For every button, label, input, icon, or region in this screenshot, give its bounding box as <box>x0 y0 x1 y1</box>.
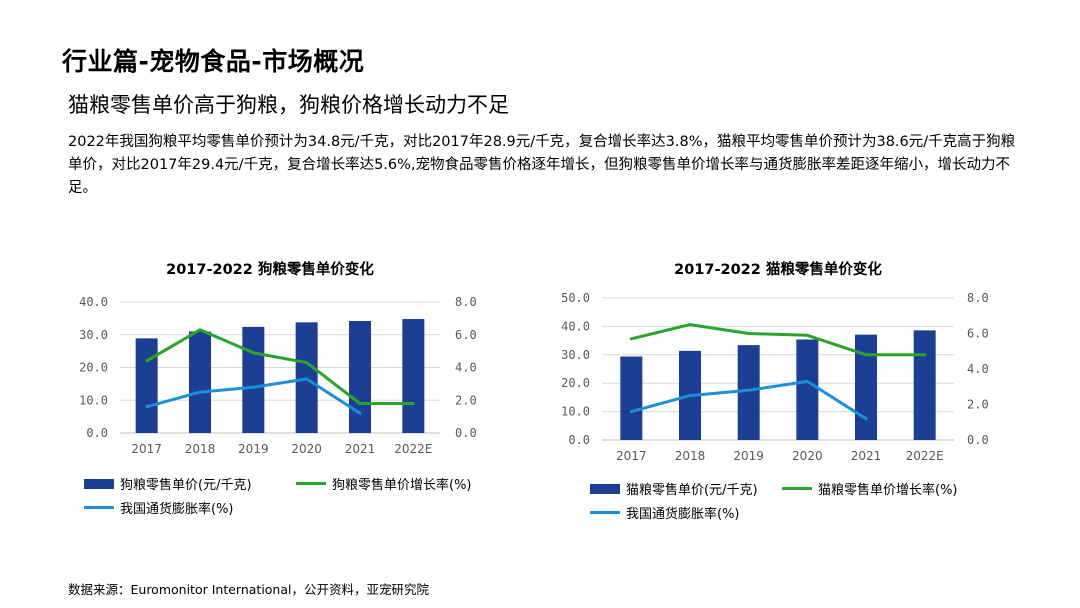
legend-item-dog-price: 狗粮零售单价(元/千克) <box>84 474 252 493</box>
x-tick-label: 2018 <box>185 442 216 456</box>
cat-food-chart-svg: 2017-2022 猫粮零售单价变化 0.0 10.0 20.0 30.0 40.0 50.… <box>561 260 989 463</box>
bar <box>135 338 158 433</box>
summary-text: 2022年我国狗粮平均零售单价预计为34.8元/千克，对比2017年28.9元/… <box>68 134 1016 196</box>
y-tick-label: 0.0 <box>86 426 108 440</box>
legend-swatch-line <box>296 482 326 485</box>
bar <box>242 326 265 433</box>
bar <box>737 345 760 440</box>
bar <box>189 331 211 433</box>
x-tick-label: 2019 <box>238 442 269 456</box>
legend-item-dog-growth: 狗粮零售单价增长率(%) <box>296 474 472 493</box>
legend-swatch-line <box>84 506 114 509</box>
x-tick-label: 2019 <box>733 449 764 463</box>
growth-rate-line <box>145 328 415 405</box>
bar <box>620 356 643 440</box>
page-subtitle: 猫粮零售单价高于狗粮，狗粮价格增长动力不足 <box>68 93 509 117</box>
bar <box>796 339 819 440</box>
x-tick-label: 2020 <box>291 442 322 456</box>
x-tick-label: 2017 <box>616 449 647 463</box>
bar <box>913 330 936 440</box>
chart-title: 2017-2022 猫粮零售单价变化 <box>674 260 882 278</box>
bar <box>855 334 877 440</box>
x-tick-label: 2017 <box>131 442 162 456</box>
legend-label: 猫粮零售单价增长率(%) <box>818 483 958 498</box>
y-tick-label: 50.0 <box>561 291 590 305</box>
legend-label: 我国通货膨胀率(%) <box>120 502 234 517</box>
y2-tick-label: 4.0 <box>967 362 989 376</box>
data-source: 数据来源：Euromonitor International，公开资料，亚宠研究… <box>68 582 429 597</box>
cat-food-chart: 2017-2022 猫粮零售单价变化 0.0 10.0 20.0 30.0 40.0 50.… <box>546 250 1016 470</box>
y-tick-label: 20.0 <box>79 361 108 375</box>
dog-food-chart: 2017-2022 狗粮零售单价变化 0.0 10.0 20.0 30.0 40.0 0.0… <box>40 250 500 470</box>
y-tick-label: 30.0 <box>561 348 590 362</box>
y-tick-label: 10.0 <box>79 393 108 407</box>
y2-tick-label: 6.0 <box>967 327 989 341</box>
legend-swatch-line <box>590 511 620 514</box>
y2-tick-label: 2.0 <box>967 398 989 412</box>
y2-tick-label: 0.0 <box>967 433 989 447</box>
legend-item-cat-inflation: 我国通货膨胀率(%) <box>590 503 740 522</box>
legend-label: 狗粮零售单价(元/千克) <box>120 478 252 493</box>
dog-food-chart-svg: 2017-2022 狗粮零售单价变化 0.0 10.0 20.0 30.0 40.0 0.0… <box>79 260 477 456</box>
y-tick-label: 0.0 <box>568 433 590 447</box>
inflation-rate-line <box>629 379 868 421</box>
legend-swatch-line <box>782 487 812 490</box>
bar <box>402 319 425 433</box>
legend-swatch-bar <box>590 483 620 494</box>
legend-label: 我国通货膨胀率(%) <box>626 507 740 522</box>
legend-item-dog-inflation: 我国通货膨胀率(%) <box>84 498 234 517</box>
legend-swatch-bar <box>84 478 114 489</box>
legend-item-cat-price: 猫粮零售单价(元/千克) <box>590 479 758 498</box>
y-tick-label: 20.0 <box>561 376 590 390</box>
x-tick-label: 2022E <box>394 442 432 456</box>
growth-rate-line <box>629 323 927 357</box>
chart-title: 2017-2022 狗粮零售单价变化 <box>166 260 374 278</box>
x-tick-label: 2020 <box>792 449 823 463</box>
legend-item-cat-growth: 猫粮零售单价增长率(%) <box>782 479 958 498</box>
y2-tick-label: 8.0 <box>455 295 477 309</box>
x-tick-label: 2018 <box>675 449 706 463</box>
x-tick-label: 2021 <box>345 442 376 456</box>
bar <box>349 320 371 433</box>
legend-label: 狗粮零售单价增长率(%) <box>332 478 472 493</box>
y2-tick-label: 0.0 <box>455 426 477 440</box>
y-tick-label: 40.0 <box>79 295 108 309</box>
legend-label: 猫粮零售单价(元/千克) <box>626 483 758 498</box>
y-tick-label: 10.0 <box>561 405 590 419</box>
summary-paragraph: 2022年我国狗粮平均零售单价预计为34.8元/千克，对比2017年28.9元/… <box>68 131 1028 200</box>
y2-tick-label: 6.0 <box>455 328 477 342</box>
y2-tick-label: 4.0 <box>455 361 477 375</box>
page-title: 行业篇-宠物食品-市场概况 <box>62 47 365 76</box>
y2-tick-label: 8.0 <box>967 291 989 305</box>
x-tick-label: 2021 <box>851 449 882 463</box>
y-tick-label: 40.0 <box>561 319 590 333</box>
inflation-rate-line <box>145 377 362 415</box>
y2-tick-label: 2.0 <box>455 393 477 407</box>
x-tick-label: 2022E <box>906 449 944 463</box>
y-tick-label: 30.0 <box>79 328 108 342</box>
